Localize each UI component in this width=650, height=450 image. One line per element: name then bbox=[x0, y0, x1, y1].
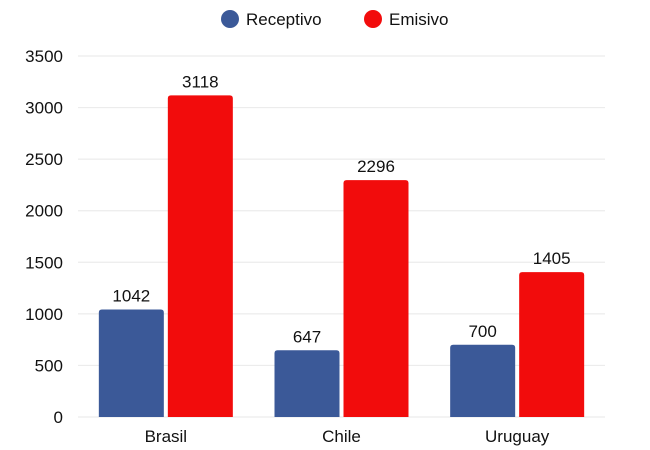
x-tick-label: Brasil bbox=[145, 427, 188, 446]
y-tick-label: 3000 bbox=[25, 99, 63, 118]
data-label: 700 bbox=[468, 322, 496, 341]
y-tick-label: 0 bbox=[54, 408, 63, 427]
bar-emisivo-brasil bbox=[167, 95, 233, 417]
y-tick-label: 2500 bbox=[25, 150, 63, 169]
legend: Receptivo Emisivo bbox=[221, 10, 449, 29]
x-tick-label: Uruguay bbox=[485, 427, 550, 446]
y-tick-label: 1500 bbox=[25, 253, 63, 272]
bar-emisivo-uruguay bbox=[519, 272, 585, 417]
legend-marker-icon bbox=[221, 10, 239, 28]
y-tick-label: 2000 bbox=[25, 202, 63, 221]
y-tick-label: 3500 bbox=[25, 47, 63, 66]
bar-emisivo-chile bbox=[343, 180, 409, 417]
bars: 1042 3118 647 2296 700 1405 bbox=[98, 72, 585, 417]
y-axis: 0 500 1000 1500 2000 2500 3000 3500 bbox=[25, 47, 63, 427]
data-label: 1042 bbox=[112, 287, 150, 306]
legend-label: Emisivo bbox=[389, 10, 449, 29]
data-label: 647 bbox=[293, 327, 321, 346]
bar-receptivo-uruguay bbox=[450, 344, 516, 417]
gridlines bbox=[78, 55, 605, 418]
data-label: 1405 bbox=[533, 249, 571, 268]
bar-receptivo-chile bbox=[274, 350, 340, 417]
x-axis: Brasil Chile Uruguay bbox=[145, 427, 550, 446]
x-tick-label: Chile bbox=[322, 427, 361, 446]
y-tick-label: 500 bbox=[35, 356, 63, 375]
legend-label: Receptivo bbox=[246, 10, 322, 29]
data-label: 2296 bbox=[357, 157, 395, 176]
bar-receptivo-brasil bbox=[98, 309, 164, 417]
y-tick-label: 1000 bbox=[25, 305, 63, 324]
legend-marker-icon bbox=[364, 10, 382, 28]
data-label: 3118 bbox=[182, 72, 219, 91]
